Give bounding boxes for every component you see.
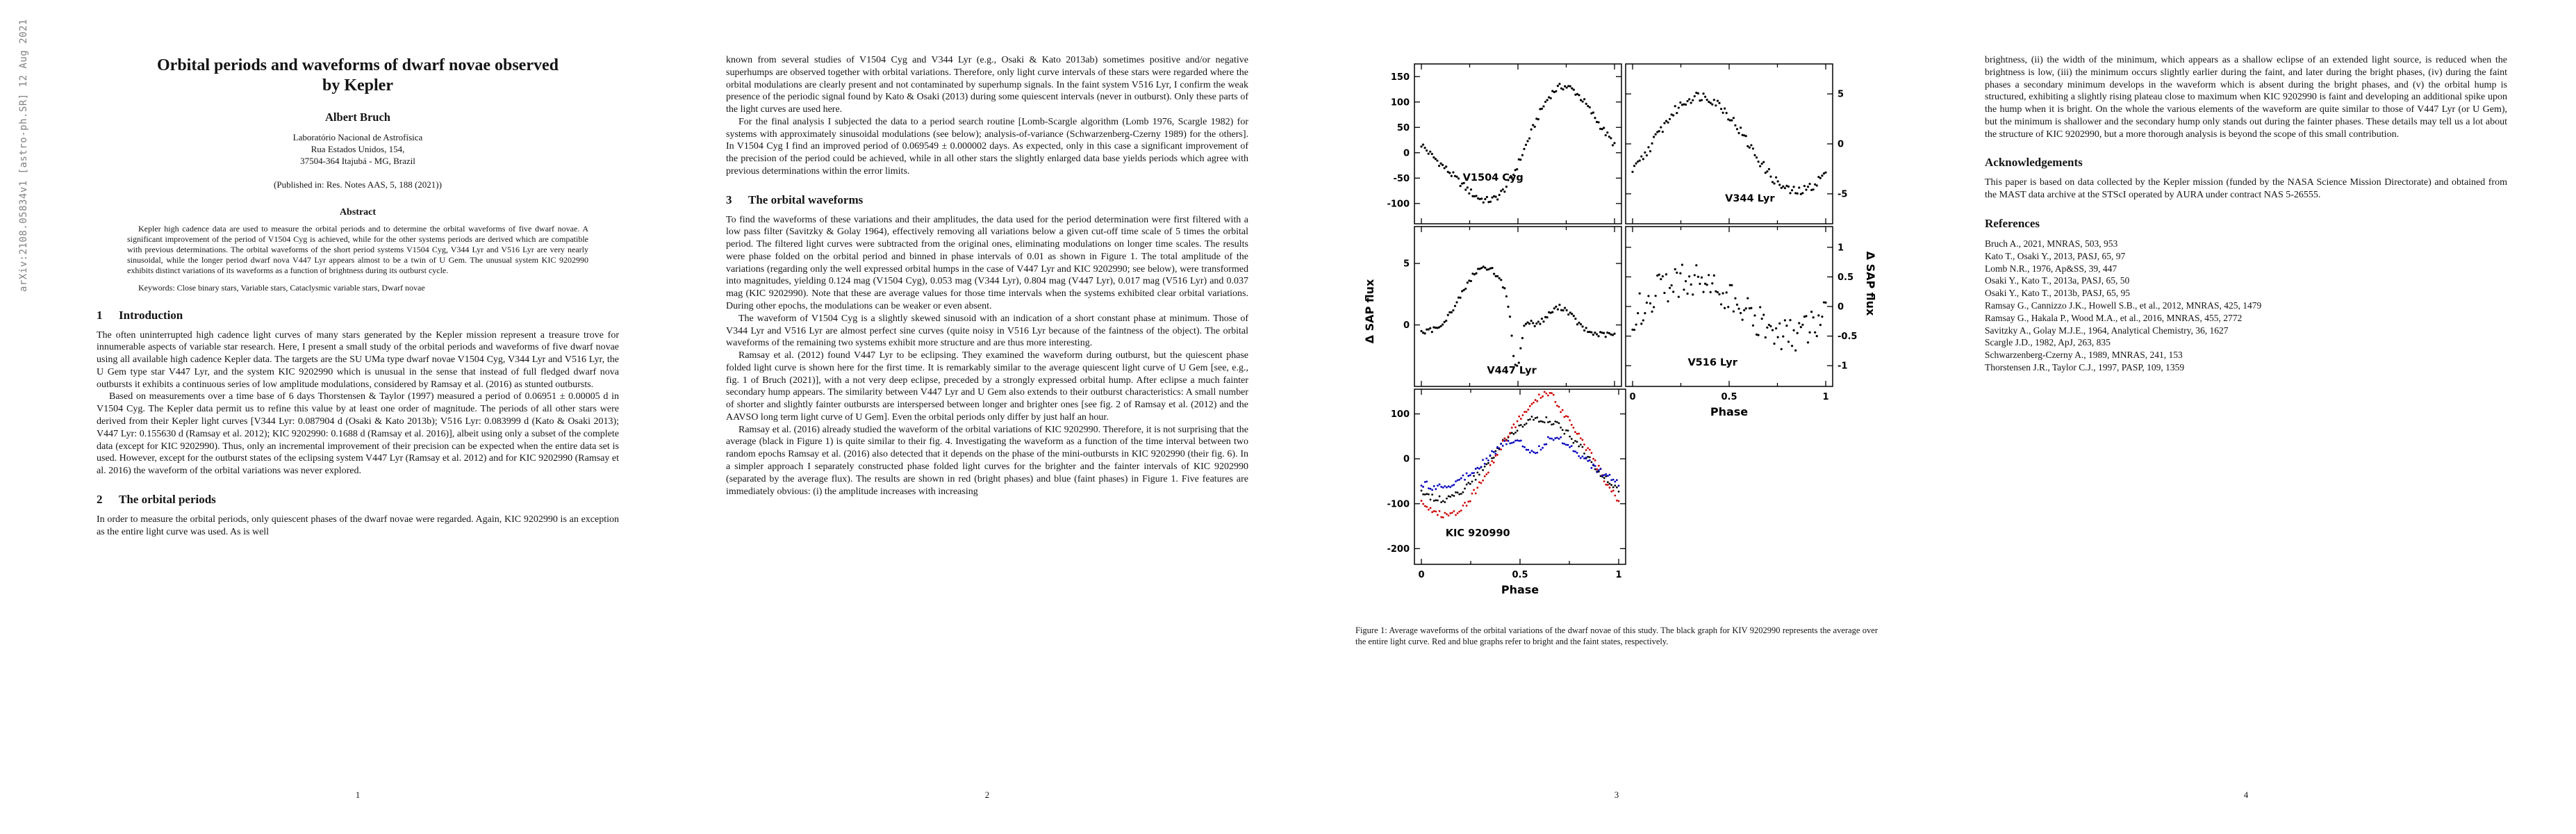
svg-text:100: 100 — [1391, 97, 1410, 108]
author-name: Albert Bruch — [325, 110, 390, 124]
section-heading-orbital-periods: 2 The orbital periods — [97, 493, 619, 507]
reference-item: Lomb N.R., 1976, Ap&SS, 39, 447 — [1985, 263, 2117, 274]
svg-text:KIC 920990: KIC 920990 — [1446, 528, 1510, 539]
reference-item: Thorstensen J.R., Taylor C.J., 1997, PAS… — [1985, 362, 2185, 373]
paragraph: The often uninterrupted high cadence lig… — [97, 329, 619, 390]
section-title: The orbital periods — [119, 492, 216, 506]
svg-text:V516 Lyr: V516 Lyr — [1687, 357, 1737, 368]
svg-text:1: 1 — [1822, 392, 1828, 402]
page-number: 2 — [984, 790, 990, 800]
svg-text:V447 Lyr: V447 Lyr — [1487, 366, 1537, 377]
figure1: 150 100 50 0 -50 -100 V1504 Cyg 5 0 -5 V344 Lyr 5 0 V… — [1355, 61, 1878, 647]
svg-text:0.5: 0.5 — [1512, 570, 1528, 580]
section-number: 3 — [726, 193, 732, 206]
reference-item: Scargle J.D., 1982, ApJ, 263, 835 — [1985, 337, 2111, 348]
svg-text:V344 Lyr: V344 Lyr — [1725, 193, 1775, 204]
reference-item: Savitzky A., Golay M.J.E., 1964, Analyti… — [1985, 325, 2229, 336]
svg-text:Phase: Phase — [1710, 405, 1748, 418]
svg-text:-100: -100 — [1387, 199, 1410, 209]
svg-text:1: 1 — [1615, 570, 1621, 580]
svg-text:-5: -5 — [1838, 189, 1847, 199]
page-4: brightness, (ii) the width of the minimu… — [1945, 13, 2547, 821]
reference-item: Osaki Y., Kato T., 2013a, PASJ, 65, 50 — [1985, 275, 2130, 286]
svg-text:0: 0 — [1838, 140, 1844, 150]
paragraph: To find the waveforms of these variation… — [726, 214, 1248, 312]
section-title: Acknowledgements — [1985, 156, 2083, 170]
reference-item: Ramsay G., Hakala P., Wood M.A., et al.,… — [1985, 312, 2243, 323]
svg-text:-100: -100 — [1387, 499, 1410, 509]
abstract-text: Kepler high cadence data are used to mea… — [127, 224, 588, 276]
svg-text:0: 0 — [1418, 570, 1424, 580]
pages-row: Orbital periods and waveforms of dwarf n… — [57, 13, 2547, 821]
reference-list: Bruch A., 2021, MNRAS, 503, 953 Kato T.,… — [1985, 238, 2507, 374]
section-title: References — [1985, 216, 2040, 230]
affiliation: Laboratório Nacional de Astrofísica Rua … — [97, 131, 619, 167]
svg-text:150: 150 — [1391, 72, 1410, 83]
paragraph: In order to measure the orbital periods,… — [97, 514, 619, 537]
svg-text:-1: -1 — [1838, 361, 1847, 372]
svg-text:Δ SAP flux: Δ SAP flux — [1864, 252, 1877, 316]
paragraph: known from several studies of V1504 Cyg … — [726, 55, 1248, 115]
svg-text:0: 0 — [1629, 392, 1635, 402]
svg-text:-200: -200 — [1387, 544, 1410, 555]
page-3: 150 100 50 0 -50 -100 V1504 Cyg 5 0 -5 V344 Lyr 5 0 V… — [1316, 13, 1917, 821]
page-number: 4 — [2243, 790, 2249, 800]
paragraph: The waveform of V1504 Cyg is a slightly … — [726, 313, 1248, 349]
svg-text:-0.5: -0.5 — [1838, 332, 1857, 342]
svg-text:1: 1 — [1838, 243, 1844, 253]
svg-text:-50: -50 — [1394, 174, 1410, 184]
reference-item: Ramsay G., Cannizzo J.K., Howell S.B., e… — [1985, 300, 2262, 311]
paragraph: Ramsay et al. (2016) already studied the… — [726, 424, 1248, 497]
abstract-heading: Abstract — [339, 207, 377, 218]
paragraph: This paper is based on data collected by… — [1985, 177, 2507, 201]
svg-text:100: 100 — [1391, 409, 1410, 420]
section-heading-introduction: 1 Introduction — [97, 309, 619, 322]
paragraph: Based on measurements over a time base o… — [97, 391, 619, 477]
section-heading-orbital-waveforms: 3 The orbital waveforms — [726, 193, 1248, 207]
svg-text:0: 0 — [1403, 455, 1410, 465]
svg-text:Phase: Phase — [1501, 583, 1539, 596]
svg-text:0: 0 — [1403, 148, 1410, 158]
affiliation-line-2: Rua Estados Unidos, 154, — [311, 143, 405, 154]
reference-item: Schwarzenberg-Czerny A., 1989, MNRAS, 24… — [1985, 350, 2183, 361]
published-line: (Published in: Res. Notes AAS, 5, 188 (2… — [274, 179, 442, 190]
affiliation-line-3: 37504-364 Itajubá - MG, Brazil — [300, 155, 415, 166]
reference-item: Osaki Y., Kato T., 2013b, PASJ, 65, 95 — [1985, 288, 2131, 299]
svg-text:0: 0 — [1403, 320, 1410, 331]
paragraph: Ramsay et al. (2012) found V447 Lyr to b… — [726, 350, 1248, 423]
svg-text:5: 5 — [1403, 259, 1410, 270]
svg-text:0: 0 — [1838, 302, 1844, 313]
page-2: known from several studies of V1504 Cyg … — [686, 13, 1288, 821]
keywords-line: Keywords: Close binary stars, Variable s… — [138, 282, 425, 293]
section-title: Introduction — [119, 308, 183, 322]
arxiv-stamp: arXiv:2108.05834v1 [astro-ph.SR] 12 Aug … — [18, 19, 29, 292]
affiliation-line-1: Laboratório Nacional de Astrofísica — [292, 131, 423, 142]
paper-title: Orbital periods and waveforms of dwarf n… — [157, 56, 559, 95]
svg-text:50: 50 — [1397, 123, 1410, 133]
section-heading-references: References — [1985, 217, 2507, 231]
reference-item: Bruch A., 2021, MNRAS, 503, 953 — [1985, 238, 2118, 249]
figure-caption: Figure 1: Average waveforms of the orbit… — [1355, 626, 1878, 646]
section-heading-acknowledgements: Acknowledgements — [1985, 156, 2507, 170]
section-number: 2 — [97, 492, 103, 506]
svg-text:5: 5 — [1838, 90, 1844, 100]
paragraph: brightness, (ii) the width of the minimu… — [1985, 55, 2507, 140]
page-1: Orbital periods and waveforms of dwarf n… — [57, 13, 659, 821]
paragraph: For the final analysis I subjected the d… — [726, 116, 1248, 177]
page-number: 1 — [355, 790, 361, 800]
section-title: The orbital waveforms — [748, 193, 864, 206]
page-number: 3 — [1614, 790, 1619, 800]
svg-text:Δ SAP flux: Δ SAP flux — [1363, 279, 1376, 343]
svg-text:0.5: 0.5 — [1838, 272, 1853, 283]
section-number: 1 — [97, 308, 103, 322]
svg-text:0.5: 0.5 — [1721, 392, 1737, 402]
reference-item: Kato T., Osaki Y., 2013, PASJ, 65, 97 — [1985, 250, 2126, 261]
